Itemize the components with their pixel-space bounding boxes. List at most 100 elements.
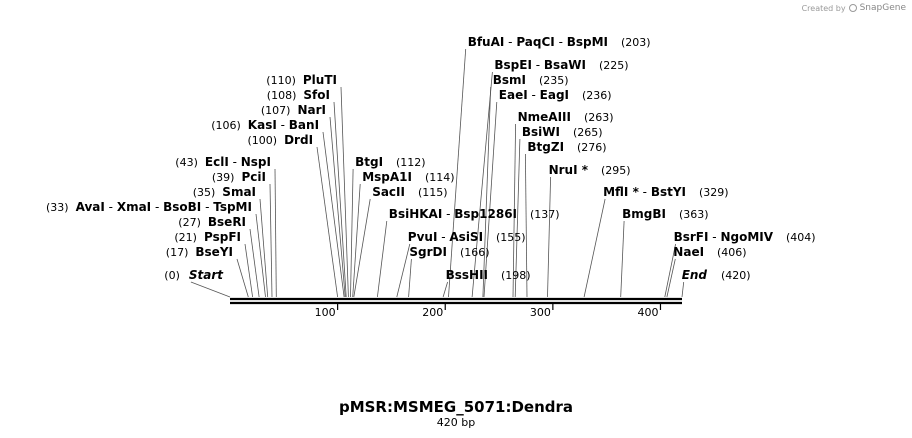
site-name: BseRI [208, 215, 246, 229]
leader-line [190, 281, 231, 298]
name-separator: - [105, 200, 117, 214]
name-separator: - [504, 35, 516, 49]
site-drdi[interactable]: DrdI (100) [248, 133, 314, 147]
name-separator: - [151, 200, 163, 214]
site-btgzi[interactable]: BtgZI (276) [527, 140, 606, 154]
name-separator: - [639, 185, 651, 199]
site-mfli[interactable]: MflI * - BstYI (329) [603, 185, 728, 199]
site-nrui[interactable]: NruI * (295) [549, 163, 631, 177]
enzyme-name: BanI [289, 118, 319, 132]
site-name: BssHII [446, 268, 488, 282]
axis-ticks: 100 200 300 400 [315, 304, 662, 319]
site-leader-lines [190, 48, 685, 298]
site-start[interactable]: Start (0) [164, 268, 224, 282]
site-bmgbi[interactable]: BmgBI (363) [622, 207, 708, 221]
enzyme-name: EaeI [499, 88, 528, 102]
tick-label: 200 [422, 306, 443, 319]
enzyme-name: PvuI [408, 230, 438, 244]
leader-line [666, 258, 676, 298]
enzyme-name: DrdI [284, 133, 313, 147]
site-btgi[interactable]: BtgI (112) [355, 155, 425, 169]
site-smai[interactable]: SmaI (35) [193, 185, 256, 199]
created-by-text: Created by [801, 3, 846, 13]
site-pvui[interactable]: PvuI - AsiSI (155) [408, 230, 526, 244]
site-name: BtgI [355, 155, 383, 169]
site-position: (420) [721, 269, 751, 282]
site-position: (112) [396, 156, 426, 169]
site-bseri[interactable]: BseRI (27) [178, 215, 246, 229]
site-ecli[interactable]: EclI - NspI (43) [175, 155, 271, 169]
enzyme-name: BsrFI [674, 230, 709, 244]
site-position: (110) [266, 74, 296, 87]
site-name: DrdI [284, 133, 313, 147]
site-name: KasI - BanI [248, 118, 319, 132]
site-pspfi[interactable]: PspFI (21) [174, 230, 241, 244]
site-nari[interactable]: NarI (107) [261, 103, 326, 117]
snapgene-brand: SnapGene [859, 3, 906, 13]
site-position: (137) [530, 208, 560, 221]
site-position: (406) [717, 246, 747, 259]
site-bsmi[interactable]: BsmI (235) [493, 73, 569, 87]
enzyme-name: End [682, 268, 708, 282]
site-position: (17) [166, 246, 189, 259]
name-separator: - [277, 118, 289, 132]
site-sfoi[interactable]: SfoI (108) [267, 88, 330, 102]
name-separator: - [528, 88, 540, 102]
site-bsihkai[interactable]: BsiHKAI - Bsp1286I (137) [389, 207, 560, 221]
site-bsiwi[interactable]: BsiWI (265) [522, 125, 603, 139]
site-position: (236) [582, 89, 612, 102]
site-name: BsiWI [522, 125, 560, 139]
site-name: BsiHKAI - Bsp1286I [389, 207, 517, 221]
map-title: pMSR:MSMEG_5071:Dendra [338, 398, 574, 416]
tick-label: 300 [530, 306, 551, 319]
site-name: BseYI [195, 245, 233, 259]
enzyme-name: TspMI [213, 200, 252, 214]
leader-line [377, 220, 388, 298]
enzyme-name: BfuAI [468, 35, 505, 49]
map-length: 420 bp [436, 416, 476, 429]
site-kasi[interactable]: KasI - BanI (106) [211, 118, 319, 132]
site-bfuai[interactable]: BfuAI - PaqCI - BspMI (203) [468, 35, 651, 49]
leader-line [340, 86, 349, 298]
name-separator: - [437, 230, 449, 244]
site-sgrdi[interactable]: SgrDI (166) [409, 245, 489, 259]
site-name: SgrDI [409, 245, 447, 259]
enzyme-name: NruI * [549, 163, 589, 177]
site-bspei[interactable]: BspEI - BsaWI (225) [494, 58, 628, 72]
leader-line [396, 243, 411, 298]
enzyme-name: BsiHKAI [389, 207, 443, 221]
leader-line [664, 243, 676, 298]
tick-label: 400 [637, 306, 658, 319]
site-bseyi[interactable]: BseYI (17) [166, 245, 233, 259]
site-nmeaiii[interactable]: NmeAIII (263) [518, 110, 614, 124]
site-name: End [682, 268, 708, 282]
site-naei[interactable]: NaeI (406) [673, 245, 746, 259]
site-position: (35) [193, 186, 216, 199]
site-position: (263) [584, 111, 614, 124]
leader-line [316, 146, 338, 298]
site-mspa1i[interactable]: MspA1I (114) [362, 170, 454, 184]
site-bsshii[interactable]: BssHII (198) [446, 268, 531, 282]
leader-line [514, 138, 521, 298]
site-name: PvuI - AsiSI [408, 230, 483, 244]
site-pcii[interactable]: PciI (39) [212, 170, 266, 184]
site-avai[interactable]: AvaI - XmaI - BsoBI - TspMI (33) [46, 200, 252, 214]
enzyme-name: BsiWI [522, 125, 560, 139]
leader-line [681, 281, 685, 298]
site-name: SmaI [222, 185, 256, 199]
site-name: PciI [242, 170, 267, 184]
site-name: NaeI [673, 245, 704, 259]
site-sacii[interactable]: SacII (115) [372, 185, 447, 199]
site-position: (0) [164, 269, 180, 282]
site-position: (166) [460, 246, 490, 259]
site-pluti[interactable]: PluTI (110) [266, 73, 337, 87]
site-end[interactable]: End (420) [682, 268, 751, 282]
enzyme-name: AvaI [76, 200, 105, 214]
site-eaei[interactable]: EaeI - EagI (236) [499, 88, 612, 102]
site-bsrfi[interactable]: BsrFI - NgoMIV (404) [674, 230, 816, 244]
enzyme-name: SacII [372, 185, 405, 199]
enzyme-name: NspI [241, 155, 271, 169]
leader-line [482, 86, 492, 298]
site-position: (21) [174, 231, 197, 244]
